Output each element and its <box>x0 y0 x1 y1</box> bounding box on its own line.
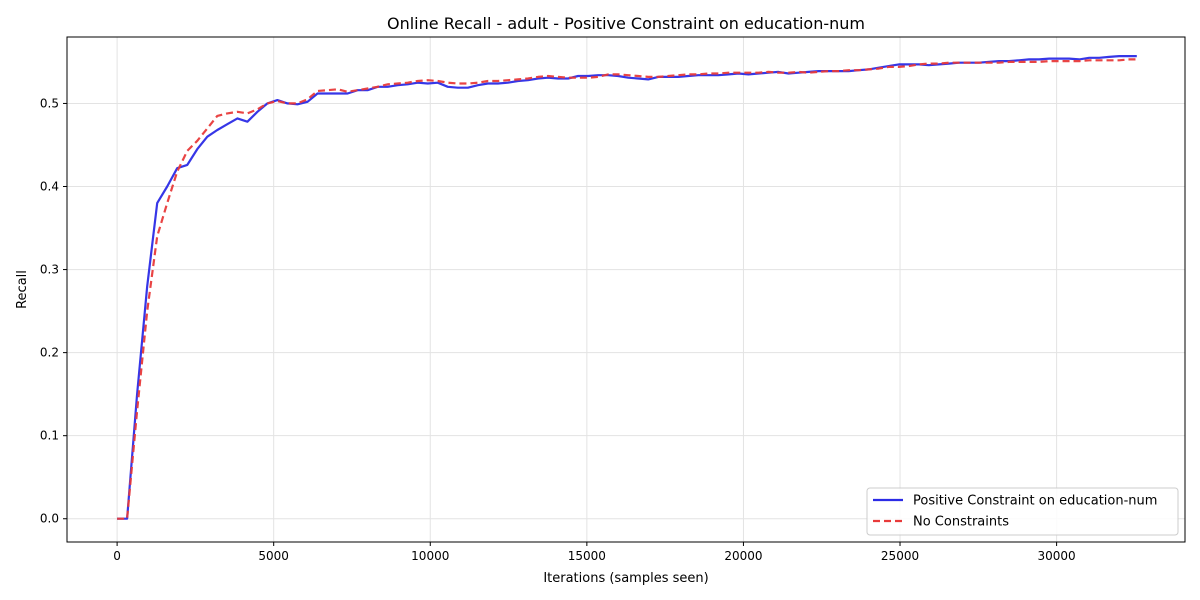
x-axis-title: Iterations (samples seen) <box>543 571 708 586</box>
x-axis-ticks: 0 5000 10000 15000 20000 25000 30000 <box>113 542 1076 563</box>
series-line-positive-constraint <box>117 54 1137 520</box>
y-tick-label: 0.5 <box>40 96 59 110</box>
series-lines <box>117 54 1137 520</box>
x-tick-label: 10000 <box>411 549 449 563</box>
y-tick-label: 0.1 <box>40 429 59 443</box>
x-tick-label: 25000 <box>881 549 919 563</box>
legend-box <box>866 487 1179 536</box>
y-axis-title: Recall <box>15 270 30 309</box>
y-tick-label: 0.4 <box>40 180 59 194</box>
y-axis-ticks: 0.0 0.1 0.2 0.3 0.4 0.5 <box>40 96 67 526</box>
x-tick-label: 5000 <box>258 549 289 563</box>
grid-lines <box>67 37 1185 542</box>
y-tick-label: 0.0 <box>40 512 59 526</box>
x-tick-label: 30000 <box>1038 549 1076 563</box>
chart-title: Online Recall - adult - Positive Constra… <box>387 14 865 33</box>
x-tick-label: 0 <box>113 549 121 563</box>
x-tick-label: 20000 <box>724 549 762 563</box>
x-tick-label: 15000 <box>568 549 606 563</box>
legend-label: Positive Constraint on education-num <box>913 494 1157 509</box>
y-tick-label: 0.3 <box>40 263 59 277</box>
plot-area-frame <box>66 36 1186 543</box>
legend-label: No Constraints <box>913 515 1009 530</box>
y-tick-label: 0.2 <box>40 346 59 360</box>
series-line-no-constraints <box>117 58 1137 520</box>
legend: Positive Constraint on education-num No C… <box>866 487 1179 536</box>
